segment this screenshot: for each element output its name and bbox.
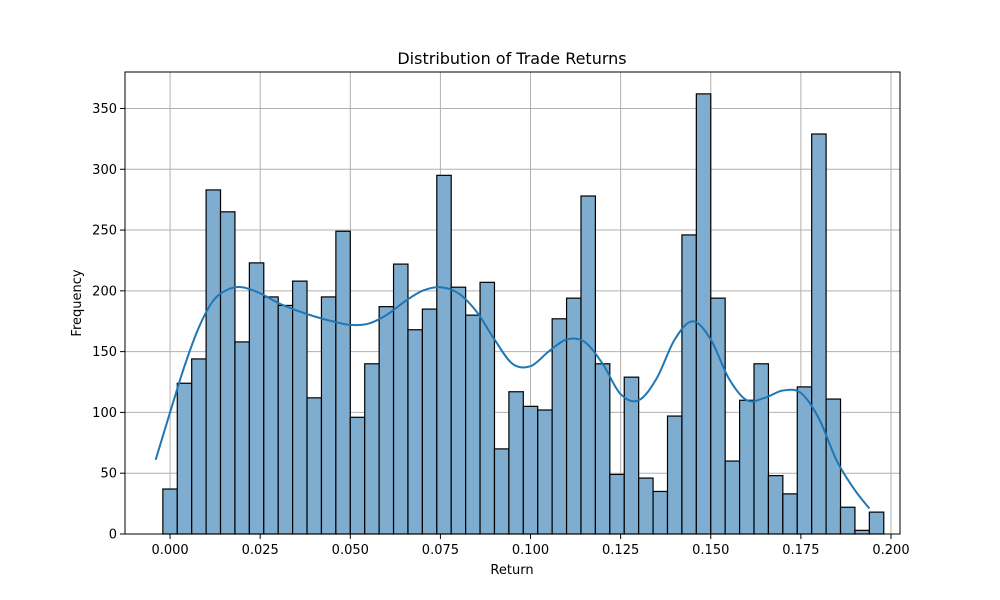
y-axis-ticks: 0 50 100 150 200 250 300 350 [92, 102, 125, 543]
histogram-bar-31 [609, 473, 625, 535]
histogram-bar-18 [421, 308, 438, 535]
chart-title: Distribution of Trade Returns [397, 49, 626, 68]
histogram-bar-9 [292, 280, 308, 535]
histogram-bars [162, 93, 885, 535]
kde-line [154, 286, 871, 510]
y-tick-label-6: 300 [92, 163, 117, 178]
x-tick-label-7: 0.175 [782, 543, 819, 558]
y-tick-label-1: 50 [100, 467, 117, 482]
histogram-bar-38 [710, 297, 726, 535]
kde-curve [154, 286, 871, 510]
histogram-bar-27 [551, 318, 568, 535]
histogram-bar-44 [796, 386, 813, 535]
histogram-bar-49 [868, 511, 885, 535]
histogram-bar-30 [594, 363, 611, 535]
histogram-bar-28 [565, 297, 582, 535]
histogram-bar-2 [191, 358, 207, 535]
histogram-bar-43 [782, 493, 798, 535]
histogram-bar-47 [839, 506, 856, 535]
histogram-bar-3 [205, 189, 222, 535]
histogram-bar-48 [854, 529, 870, 535]
y-tick-label-2: 100 [92, 406, 117, 421]
histogram-bar-34 [652, 490, 669, 535]
histogram-bar-33 [638, 477, 654, 535]
histogram-bar-45 [811, 133, 827, 535]
histogram-bar-17 [407, 329, 423, 535]
x-axis-ticks: 0.000 0.025 0.050 0.075 0.100 0.125 0.150 0.175… [151, 534, 910, 558]
histogram-bar-41 [753, 363, 770, 535]
histogram-bar-35 [666, 415, 683, 535]
x-axis-label: Return [490, 563, 533, 578]
histogram-bar-8 [277, 304, 294, 535]
x-tick-label-2: 0.050 [332, 543, 369, 558]
histogram-bar-29 [580, 195, 597, 535]
histogram-bar-10 [306, 397, 323, 535]
histogram-bar-15 [378, 306, 395, 535]
histogram-bar-40 [738, 399, 755, 535]
y-tick-label-7: 350 [92, 102, 117, 117]
histogram-bar-25 [522, 405, 539, 535]
histogram-bar-14 [364, 363, 380, 535]
x-tick-label-6: 0.150 [692, 543, 729, 558]
histogram-bar-12 [335, 230, 351, 535]
y-tick-label-5: 250 [92, 224, 117, 239]
histogram-bar-39 [724, 460, 741, 535]
histogram-bar-7 [263, 296, 279, 535]
histogram-bar-42 [767, 475, 784, 535]
histogram-bar-20 [450, 286, 467, 535]
x-tick-label-1: 0.025 [242, 543, 279, 558]
histogram-bar-19 [436, 174, 452, 535]
y-tick-label-4: 200 [92, 284, 117, 299]
histogram-bar-0 [162, 488, 178, 535]
histogram-bar-4 [219, 211, 236, 535]
histogram-bar-6 [248, 262, 265, 535]
histogram-bar-26 [537, 409, 553, 535]
x-tick-label-3: 0.075 [422, 543, 459, 558]
histogram-bar-13 [349, 416, 366, 535]
y-axis-label: Frequency [70, 269, 85, 336]
histogram-bar-46 [825, 398, 842, 535]
x-tick-label-5: 0.125 [602, 543, 639, 558]
x-tick-label-4: 0.100 [512, 543, 549, 558]
histogram-bar-23 [493, 448, 510, 535]
histogram-bar-36 [681, 234, 697, 535]
y-tick-label-3: 150 [92, 345, 117, 360]
histogram-bar-1 [176, 382, 193, 535]
histogram-bar-24 [508, 391, 524, 535]
y-tick-label-0: 0 [109, 528, 117, 543]
plot-frame [124, 71, 901, 535]
x-tick-label-0: 0.000 [151, 543, 188, 558]
histogram-bar-11 [320, 296, 337, 535]
x-tick-label-8: 0.200 [872, 543, 909, 558]
histogram-bar-37 [695, 93, 712, 535]
histogram-bar-5 [234, 341, 250, 535]
histogram-bar-21 [465, 314, 481, 535]
